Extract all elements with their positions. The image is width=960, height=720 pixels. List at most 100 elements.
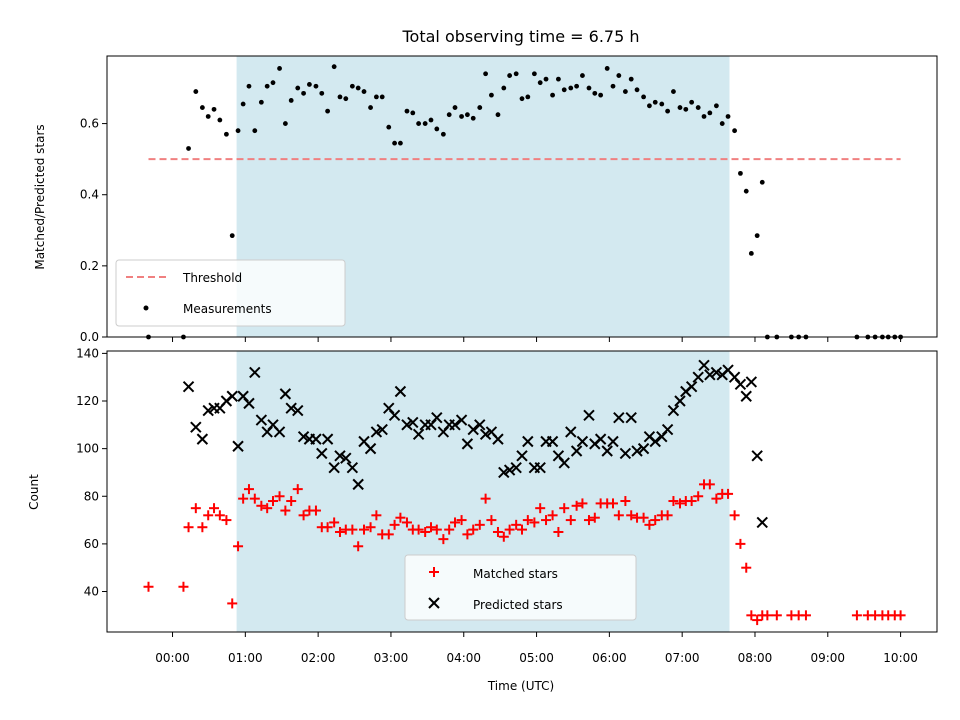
matched-star-point (535, 503, 546, 514)
measurement-point (337, 94, 343, 100)
measurement-point (743, 188, 749, 194)
top-y-tick-label: 0.4 (80, 188, 99, 202)
matched-star-point (365, 522, 376, 533)
matched-star-point (233, 541, 244, 552)
predicted-star-point (431, 411, 443, 424)
predicted-star-point (202, 404, 214, 417)
measurement-point (199, 105, 205, 110)
matched-star-point (547, 510, 558, 521)
measurement-point (647, 103, 652, 109)
top-legend: Threshold Measurements (115, 259, 346, 327)
bottom-panel: 40 60 80 100 120 140 00:00 01:00 02:00 03:00 04:0… (27, 346, 938, 693)
predicted-star-point (232, 440, 244, 452)
matched-star-point (762, 610, 773, 621)
measurement-point (525, 94, 531, 100)
matched-star-point (529, 517, 540, 528)
x-tick-label: 00:00 (155, 651, 190, 665)
measurement-point (325, 108, 331, 114)
matched-star-point (517, 524, 527, 535)
measurement-point (452, 105, 458, 110)
measurement-point (738, 170, 743, 176)
predicted-star-point (401, 419, 413, 431)
measurement-point (748, 251, 754, 256)
predicted-star-point (310, 433, 322, 445)
predicted-star-point (196, 433, 209, 445)
measurement-point (677, 105, 683, 110)
matched-star-point (203, 510, 214, 521)
measurement-point (229, 233, 235, 239)
top-y-tick-label: 0.6 (80, 117, 99, 131)
top-plot-frame (106, 55, 938, 338)
predicted-star-point (492, 433, 504, 445)
predicted-star-point (625, 411, 637, 424)
matched-star-point (425, 522, 436, 533)
measurement-point (701, 114, 707, 119)
legend-measurements-label: Measurements (183, 302, 272, 316)
measurement-point (641, 94, 646, 100)
predicted-star-point (661, 423, 674, 436)
matched-star-point (577, 498, 588, 509)
matched-star-point (583, 515, 594, 526)
matched-star-point (559, 503, 570, 514)
top-y-tick-label: 0.0 (80, 330, 99, 344)
measurement-point (592, 90, 598, 96)
matched-star-point (735, 538, 746, 549)
predicted-star-point (503, 464, 516, 476)
measurement-point (416, 121, 422, 126)
bottom-y-tick-label: 120 (76, 394, 99, 408)
measurement-point (519, 96, 525, 102)
measurement-point (556, 76, 561, 82)
measurement-point (732, 128, 737, 134)
measurement-point (628, 76, 634, 82)
matched-star-point (280, 505, 291, 516)
measurement-point (683, 106, 689, 112)
measurement-point (501, 85, 507, 91)
measurement-point (537, 80, 543, 86)
measurement-point (446, 112, 452, 118)
measurement-point (186, 146, 191, 151)
bottom-legend-box (404, 554, 637, 621)
matched-star-point (401, 517, 412, 528)
predicted-star-point (565, 426, 577, 438)
predicted-star-point (558, 457, 570, 469)
matched-star-point (456, 515, 467, 526)
legend-threshold-label: Threshold (182, 271, 242, 285)
measurement-point (193, 89, 199, 94)
matched-star-point (741, 562, 752, 573)
matched-star-point (221, 515, 232, 526)
legend-predicted-swatch (428, 597, 440, 609)
top-legend-box (115, 259, 346, 327)
predicted-star-point (467, 423, 479, 436)
measurement-point (428, 117, 434, 123)
measurement-point (277, 66, 282, 71)
measurement-point (307, 82, 312, 87)
measurement-point (543, 76, 549, 82)
measurement-point (211, 106, 217, 112)
measurement-point (580, 73, 585, 78)
matched-star-point (444, 524, 455, 535)
matched-star-point (178, 581, 189, 592)
predicted-star-point (576, 435, 589, 448)
measurement-point (331, 64, 337, 70)
predicted-star-point (583, 409, 595, 422)
matched-star-point (565, 515, 576, 526)
legend-predicted-label: Predicted stars (473, 598, 563, 612)
predicted-star-point (364, 442, 377, 455)
measurement-point (725, 114, 731, 119)
matched-star-point (209, 503, 220, 514)
predicted-star-point (674, 395, 686, 407)
predicted-star-point (412, 428, 425, 441)
matched-star-point (256, 500, 267, 511)
measurement-point (719, 121, 725, 126)
x-tick-label: 04:00 (446, 651, 481, 665)
predicted-star-point (297, 431, 310, 443)
predicted-star-point (546, 435, 559, 448)
measurement-point (586, 85, 592, 91)
measurement-point (634, 87, 640, 93)
predicted-star-point (255, 414, 268, 426)
matched-star-point (292, 484, 303, 495)
predicted-star-point (756, 516, 768, 529)
measurement-point (513, 71, 519, 77)
measurement-point (483, 71, 488, 77)
